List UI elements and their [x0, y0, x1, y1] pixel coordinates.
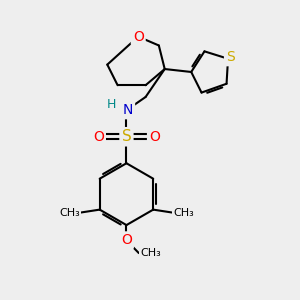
- Text: CH₃: CH₃: [173, 208, 194, 218]
- Text: CH₃: CH₃: [140, 248, 161, 258]
- Text: CH₃: CH₃: [59, 208, 80, 218]
- Text: O: O: [133, 30, 144, 44]
- Text: S: S: [122, 129, 131, 144]
- Text: O: O: [93, 130, 104, 144]
- Text: N: N: [123, 103, 133, 117]
- Text: O: O: [121, 233, 132, 248]
- Text: H: H: [107, 98, 116, 111]
- Text: S: S: [226, 50, 235, 64]
- Text: O: O: [149, 130, 160, 144]
